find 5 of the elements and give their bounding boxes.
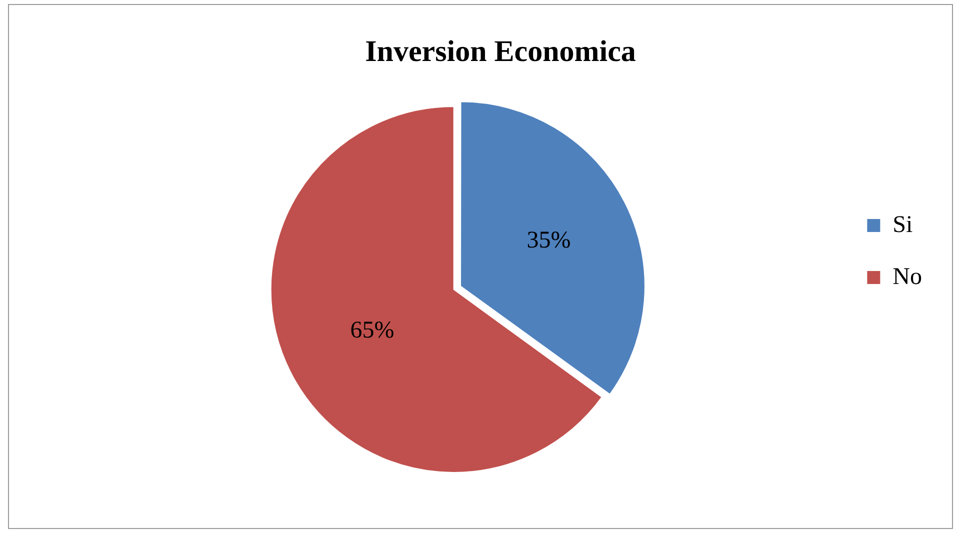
data-label: 65% (350, 317, 394, 344)
legend-label: No (892, 264, 922, 290)
data-label: 35% (526, 227, 571, 254)
legend-label: Si (892, 212, 914, 238)
chart-title: Inversion Economica (365, 34, 636, 68)
